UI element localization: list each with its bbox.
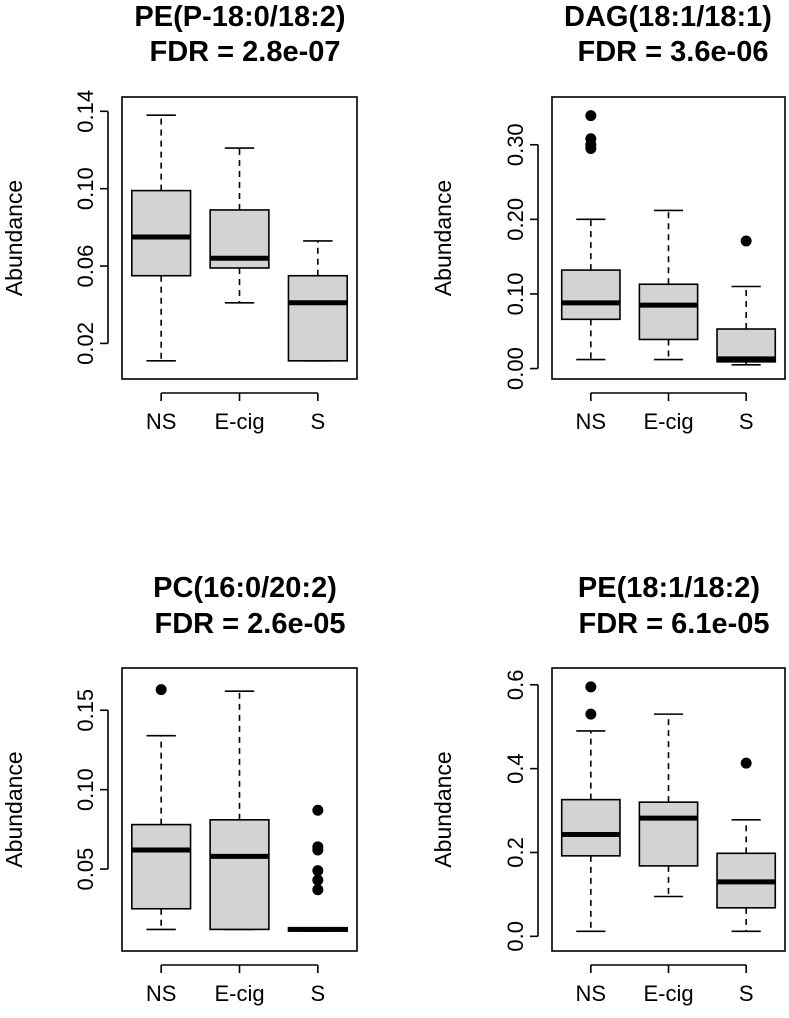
chart-panel-4: PE(18:1/18:2) FDR = 6.1e-05 0.0 0.2 0.4 0.6 Ab… [430,572,786,1006]
chart-subtitle: FDR = 6.1e-05 [578,608,769,640]
outlier-point [312,874,324,886]
iqr-box [209,819,270,931]
x-tick-label: NS [576,409,607,434]
chart-subtitle: FDR = 2.6e-05 [154,608,345,640]
outlier-point [585,681,597,693]
outlier-point [312,804,324,816]
x-tick-label: E-cig [643,981,693,1006]
plot-frame [551,96,786,380]
iqr-box [287,274,349,362]
box-E-cig [209,147,270,304]
iqr-box [560,798,621,857]
plot-frame [551,667,786,952]
chart-panel-3: PC(16:0/20:2) FDR = 2.6e-05 0.05 0.10 0.15 Ab… [1,572,358,1006]
x-tick-label: E-cig [643,409,693,434]
outlier-point [585,110,597,122]
y-tick-label: 0.4 [503,753,528,784]
x-tick-label: S [310,981,325,1006]
y-tick-label: 0.00 [503,347,528,390]
box-E-cig [638,209,699,361]
x-tick-label: E-cig [214,981,264,1006]
y-tick-label: 0.2 [503,837,528,868]
box-E-cig [638,713,699,898]
y-tick-label: 0.0 [503,921,528,952]
outlier-point [312,865,324,877]
x-tick-label: S [739,981,754,1006]
y-tick-label: 0.02 [73,322,98,365]
y-tick-label: 0.06 [73,245,98,288]
chart-panel-1: PE(P-18:0/18:2)FDR = 2.8e-07 0.02 0.06 0.10… [1,1,358,434]
outlier-point [585,133,597,145]
outlier-point [155,684,167,696]
outlier-point [312,841,324,853]
y-axis-title: Abundance [1,180,27,296]
y-tick-label: 0.20 [503,198,528,241]
box-E-cig [209,690,270,931]
box-S [287,240,349,362]
chart-subtitle: FDR = 3.6e-06 [577,36,768,68]
box-S [716,235,777,366]
iqr-box [560,269,621,321]
chart-title: PC(16:0/20:2) [153,572,337,604]
y-tick-label: 0.10 [73,167,98,210]
y-tick-label: 0.10 [73,768,98,811]
outlier-point [585,708,597,720]
outlier-point [740,757,752,769]
plot-frame [121,96,358,380]
x-tick-label: E-cig [214,409,264,434]
outlier-point [312,884,324,896]
outlier-point [740,235,752,247]
x-tick-label: S [310,409,325,434]
chart-title: PE(P-18:0/18:2) [134,1,345,33]
box-NS [560,110,621,361]
y-tick-label: 0.6 [503,669,528,700]
chart-subtitle: FDR = 2.8e-07 [149,36,340,68]
box-NS [130,684,192,931]
x-tick-label: NS [146,981,177,1006]
iqr-box [638,801,699,867]
y-tick-label: 0.15 [73,689,98,732]
y-tick-label: 0.14 [73,90,98,133]
x-tick-label: NS [146,409,177,434]
y-tick-label: 0.30 [503,123,528,166]
plot-frame [121,667,358,952]
y-axis-title: Abundance [430,180,456,296]
box-S [716,757,777,933]
box-NS [560,681,621,933]
chart-panel-2: DAG(18:1/18:1)FDR = 3.6e-06 0.00 0.10 0.20 0… [430,1,786,434]
x-tick-label: NS [576,981,607,1006]
box-NS [130,114,192,362]
iqr-box [130,823,192,910]
chart-title: PE(18:1/18:2) [578,572,760,604]
y-tick-label: 0.05 [73,848,98,891]
chart-title: DAG(18:1/18:1) [564,1,772,33]
iqr-box [638,283,699,341]
x-tick-label: S [739,409,754,434]
y-tick-label: 0.10 [503,273,528,316]
iqr-box [130,189,192,277]
y-axis-title: Abundance [1,751,27,867]
y-axis-title: Abundance [430,751,456,867]
box-S [287,804,349,932]
